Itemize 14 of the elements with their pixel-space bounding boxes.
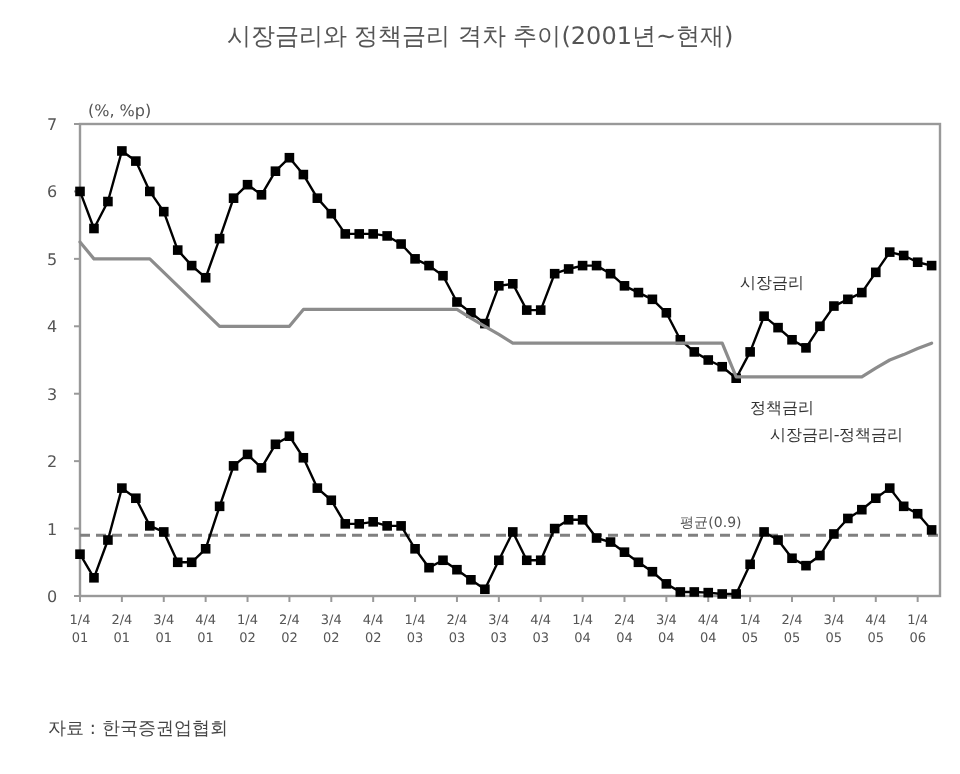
y-tick-label: 5 — [46, 250, 58, 269]
y-tick-label: 7 — [46, 116, 58, 134]
y-tick-label: 2 — [46, 453, 58, 472]
text: 자료 : 한국증권업협회 — [48, 720, 228, 740]
text: 시장금리-정책금리 — [769, 426, 904, 445]
y-tick-label: 3 — [46, 385, 58, 404]
series-label: 시장금리 — [740, 274, 805, 293]
y-tick-label: 0 — [46, 588, 58, 606]
y-axis-title: (%, %p) — [88, 102, 152, 120]
series-label: 정책금리 — [750, 398, 815, 417]
y-tick-label: 1 — [46, 520, 58, 539]
y-tick-label: 4 — [46, 318, 58, 337]
chart-title: 시장금리와 정책금리 격차 추이(2001년~현재) — [226, 22, 734, 50]
y-tick-label: 6 — [46, 183, 58, 202]
